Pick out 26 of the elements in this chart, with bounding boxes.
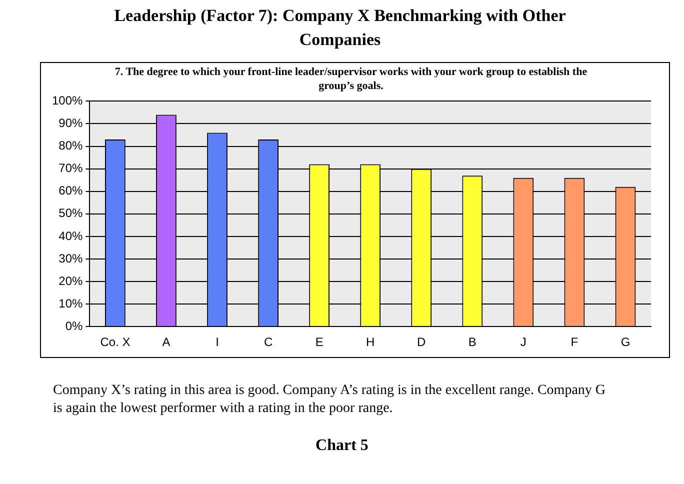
x-tick-label: H — [366, 335, 375, 350]
y-tick-label: 50% — [58, 206, 84, 220]
chart-subtitle: 7. The degree to which your front-line leader/supervisor works with your work group to establish the group’s goals. — [114, 65, 588, 93]
y-tick-label: 40% — [58, 228, 84, 243]
x-tick-label: I — [216, 335, 219, 350]
x-tick-label: Co. X — [100, 335, 130, 350]
x-tick-label: G — [620, 335, 630, 350]
x-tick-label: J — [520, 335, 526, 350]
x-tick-label: E — [315, 335, 324, 350]
x-tick-label: F — [570, 335, 578, 350]
x-tick-label: C — [264, 335, 273, 350]
y-tick-label: 100% — [52, 94, 84, 108]
x-tick-label: D — [417, 335, 426, 350]
y-tick-label: 60% — [58, 184, 84, 198]
x-tick-label: B — [468, 335, 476, 350]
chart-title: Leadership (Factor 7): Company X Benchmarking with Other Companies — [113, 5, 567, 51]
y-tick-label: 0% — [65, 318, 84, 333]
x-tick-label: A — [162, 335, 170, 350]
y-tick-label: 20% — [58, 274, 84, 288]
text: Company X’s rating in this area is good. Company A’s rating is in the excellent range. Company G is again the lowest performer with a rating in the poor range. — [53, 382, 607, 418]
y-tick-label: 10% — [58, 296, 84, 310]
caption: Chart 5 — [314, 437, 370, 455]
y-tick-label: 80% — [58, 138, 84, 153]
y-tick-label: 30% — [58, 251, 84, 266]
y-tick-label: 90% — [58, 116, 84, 130]
y-tick-label: 70% — [58, 161, 84, 176]
